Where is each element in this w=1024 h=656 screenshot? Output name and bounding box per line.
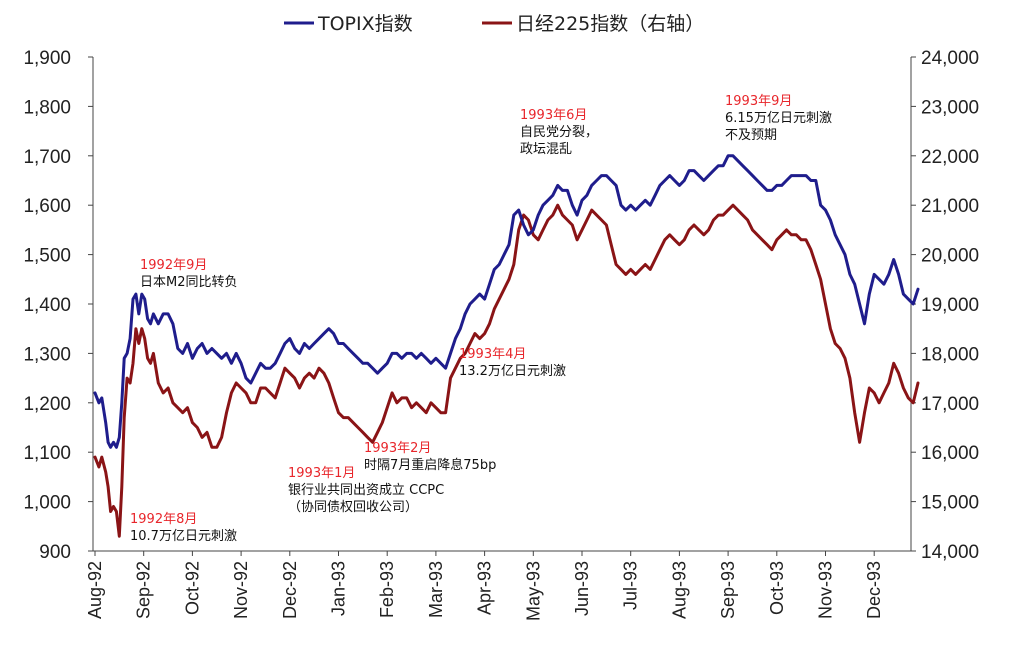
y-right-tick-label: 18,000 xyxy=(921,344,979,365)
y-left-tick-label: 1,200 xyxy=(23,394,71,415)
y-right-tick-label: 21,000 xyxy=(921,196,979,217)
x-tick-label: Nov-93 xyxy=(816,561,836,619)
x-tick-label: Aug-92 xyxy=(85,561,105,619)
legend: TOPIX指数 日经225指数（右轴） xyxy=(284,13,704,35)
annotation-date: 1993年2月 xyxy=(364,441,431,456)
annotation-text: 不及预期 xyxy=(725,128,777,143)
x-tick-label: Dec-92 xyxy=(280,561,300,619)
x-tick-label: Jul-93 xyxy=(621,561,641,610)
annotation-date: 1993年9月 xyxy=(725,94,792,109)
x-tick-label: Jun-93 xyxy=(572,561,592,616)
y-right-tick-label: 15,000 xyxy=(921,493,979,514)
series-line-topix xyxy=(93,154,920,449)
y-right-tick-label: 19,000 xyxy=(921,295,979,316)
y-right-tick-label: 16,000 xyxy=(921,443,979,464)
y-left-tick-label: 1,700 xyxy=(23,147,71,168)
x-tick-label: Mar-93 xyxy=(426,561,446,618)
annotation-text: 政坛混乱 xyxy=(520,142,572,157)
y-left-tick-label: 1,800 xyxy=(23,97,71,118)
series-group xyxy=(93,154,920,538)
y-right-tick-label: 22,000 xyxy=(921,147,979,168)
annotation-date: 1993年1月 xyxy=(288,466,355,481)
y-right-tick-label: 24,000 xyxy=(921,48,979,69)
y-left-tick-label: 1,300 xyxy=(23,344,71,365)
y-left-tick-label: 1,100 xyxy=(23,443,71,464)
y-right-tick-label: 20,000 xyxy=(921,246,979,267)
legend-label-topix: TOPIX指数 xyxy=(317,13,413,35)
y-right-tick-label: 17,000 xyxy=(921,394,979,415)
x-tick-label: Sep-92 xyxy=(134,561,154,619)
x-tick-label: Oct-92 xyxy=(182,561,202,615)
y-right-tick-label: 14,000 xyxy=(921,542,979,563)
axes: 900 1,000 1,100 1,200 1,300 1,400 1,500 1,600 1,… xyxy=(23,48,979,621)
y-left-tick-label: 1,900 xyxy=(23,48,71,69)
annotation-text: （协同债权回收公司） xyxy=(288,499,418,515)
x-tick-label: Jan-93 xyxy=(329,561,349,616)
annotation-date: 1993年4月 xyxy=(459,347,526,362)
annotation-text: 13.2万亿日元刺激 xyxy=(459,364,566,379)
annotation-text: 日本M2同比转负 xyxy=(140,275,238,290)
annotation-date: 1993年6月 xyxy=(520,108,587,123)
x-tick-label: Feb-93 xyxy=(377,561,397,618)
y-left-tick-label: 900 xyxy=(39,542,71,563)
x-tick-label: Dec-93 xyxy=(864,561,884,619)
y-left-tick-label: 1,600 xyxy=(23,196,71,217)
y-left-tick-label: 1,000 xyxy=(23,493,71,514)
annotation-date: 1992年8月 xyxy=(130,512,197,527)
annotation-date: 1992年9月 xyxy=(140,258,207,273)
x-tick-label: Apr-93 xyxy=(475,561,495,615)
annotation-text: 自民党分裂， xyxy=(520,125,598,140)
x-tick-label: Sep-93 xyxy=(718,561,738,619)
annotation-text: 10.7万亿日元刺激 xyxy=(130,529,237,544)
annotation-text: 银行业共同出资成立 CCPC xyxy=(288,483,444,498)
annotation-text: 时隔7月重启降息75bp xyxy=(364,457,496,473)
x-tick-label: Oct-93 xyxy=(767,561,787,615)
annotation-text: 6.15万亿日元刺激 xyxy=(725,111,832,126)
y-left-tick-label: 1,500 xyxy=(23,246,71,267)
legend-label-nikkei: 日经225指数（右轴） xyxy=(516,13,704,35)
x-tick-label: Aug-93 xyxy=(669,561,689,619)
y-left-tick-label: 1,400 xyxy=(23,295,71,316)
x-tick-label: Nov-92 xyxy=(231,561,251,619)
y-right-tick-label: 23,000 xyxy=(921,97,979,118)
x-tick-label: May-93 xyxy=(523,561,543,621)
series-line-nikkei225 xyxy=(93,203,920,538)
